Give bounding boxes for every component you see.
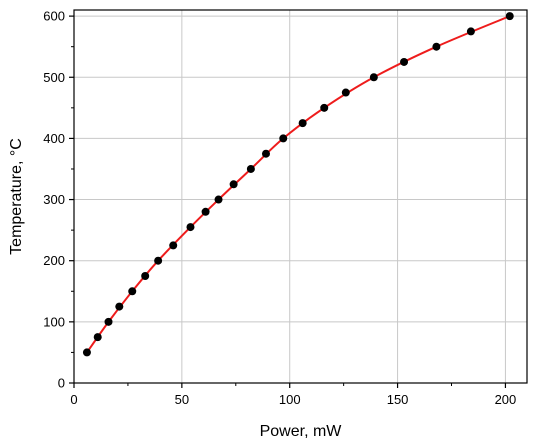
y-tick-label: 600	[43, 9, 65, 24]
data-point	[115, 302, 124, 311]
data-point	[341, 88, 350, 97]
x-tick-label: 150	[387, 392, 409, 407]
y-tick-labels: 0 100 200 300 400 500 600	[43, 9, 65, 391]
data-point	[186, 223, 195, 232]
data-point	[93, 333, 102, 342]
plot-frame	[73, 9, 528, 384]
data-point	[154, 256, 163, 265]
y-axis-title: Temperature, °C	[8, 138, 25, 255]
data-point	[466, 27, 475, 36]
data-point	[104, 317, 113, 326]
grid	[74, 10, 527, 383]
x-tick-label: 100	[279, 392, 301, 407]
y-tick-label: 400	[43, 131, 65, 146]
data-point	[128, 287, 137, 296]
data-point	[505, 12, 514, 21]
y-tick-label: 100	[43, 314, 65, 329]
x-tick-label: 0	[70, 392, 77, 407]
x-tick-label: 50	[175, 392, 189, 407]
y-tick-label: 0	[58, 376, 65, 391]
data-point	[201, 207, 210, 216]
data-point	[320, 103, 329, 112]
series-layer	[82, 12, 514, 357]
data-point	[432, 42, 441, 51]
data-point	[261, 149, 270, 158]
data-point	[369, 73, 378, 82]
data-point	[400, 57, 409, 66]
data-point	[229, 180, 238, 189]
data-point	[169, 241, 178, 250]
data-point	[214, 195, 223, 204]
data-point	[141, 271, 150, 280]
y-tick-label: 500	[43, 70, 65, 85]
y-tick-label: 200	[43, 253, 65, 268]
x-tick-labels: 0 50 100 150 200	[70, 392, 516, 407]
data-point	[279, 134, 288, 143]
y-tick-label: 300	[43, 192, 65, 207]
x-axis-title: Power, mW	[260, 423, 343, 440]
data-point	[82, 348, 91, 357]
x-tick-label: 200	[495, 392, 517, 407]
fit-curve	[86, 15, 511, 354]
data-point	[298, 119, 307, 128]
data-point	[246, 164, 255, 173]
axis-ticks	[69, 15, 507, 388]
